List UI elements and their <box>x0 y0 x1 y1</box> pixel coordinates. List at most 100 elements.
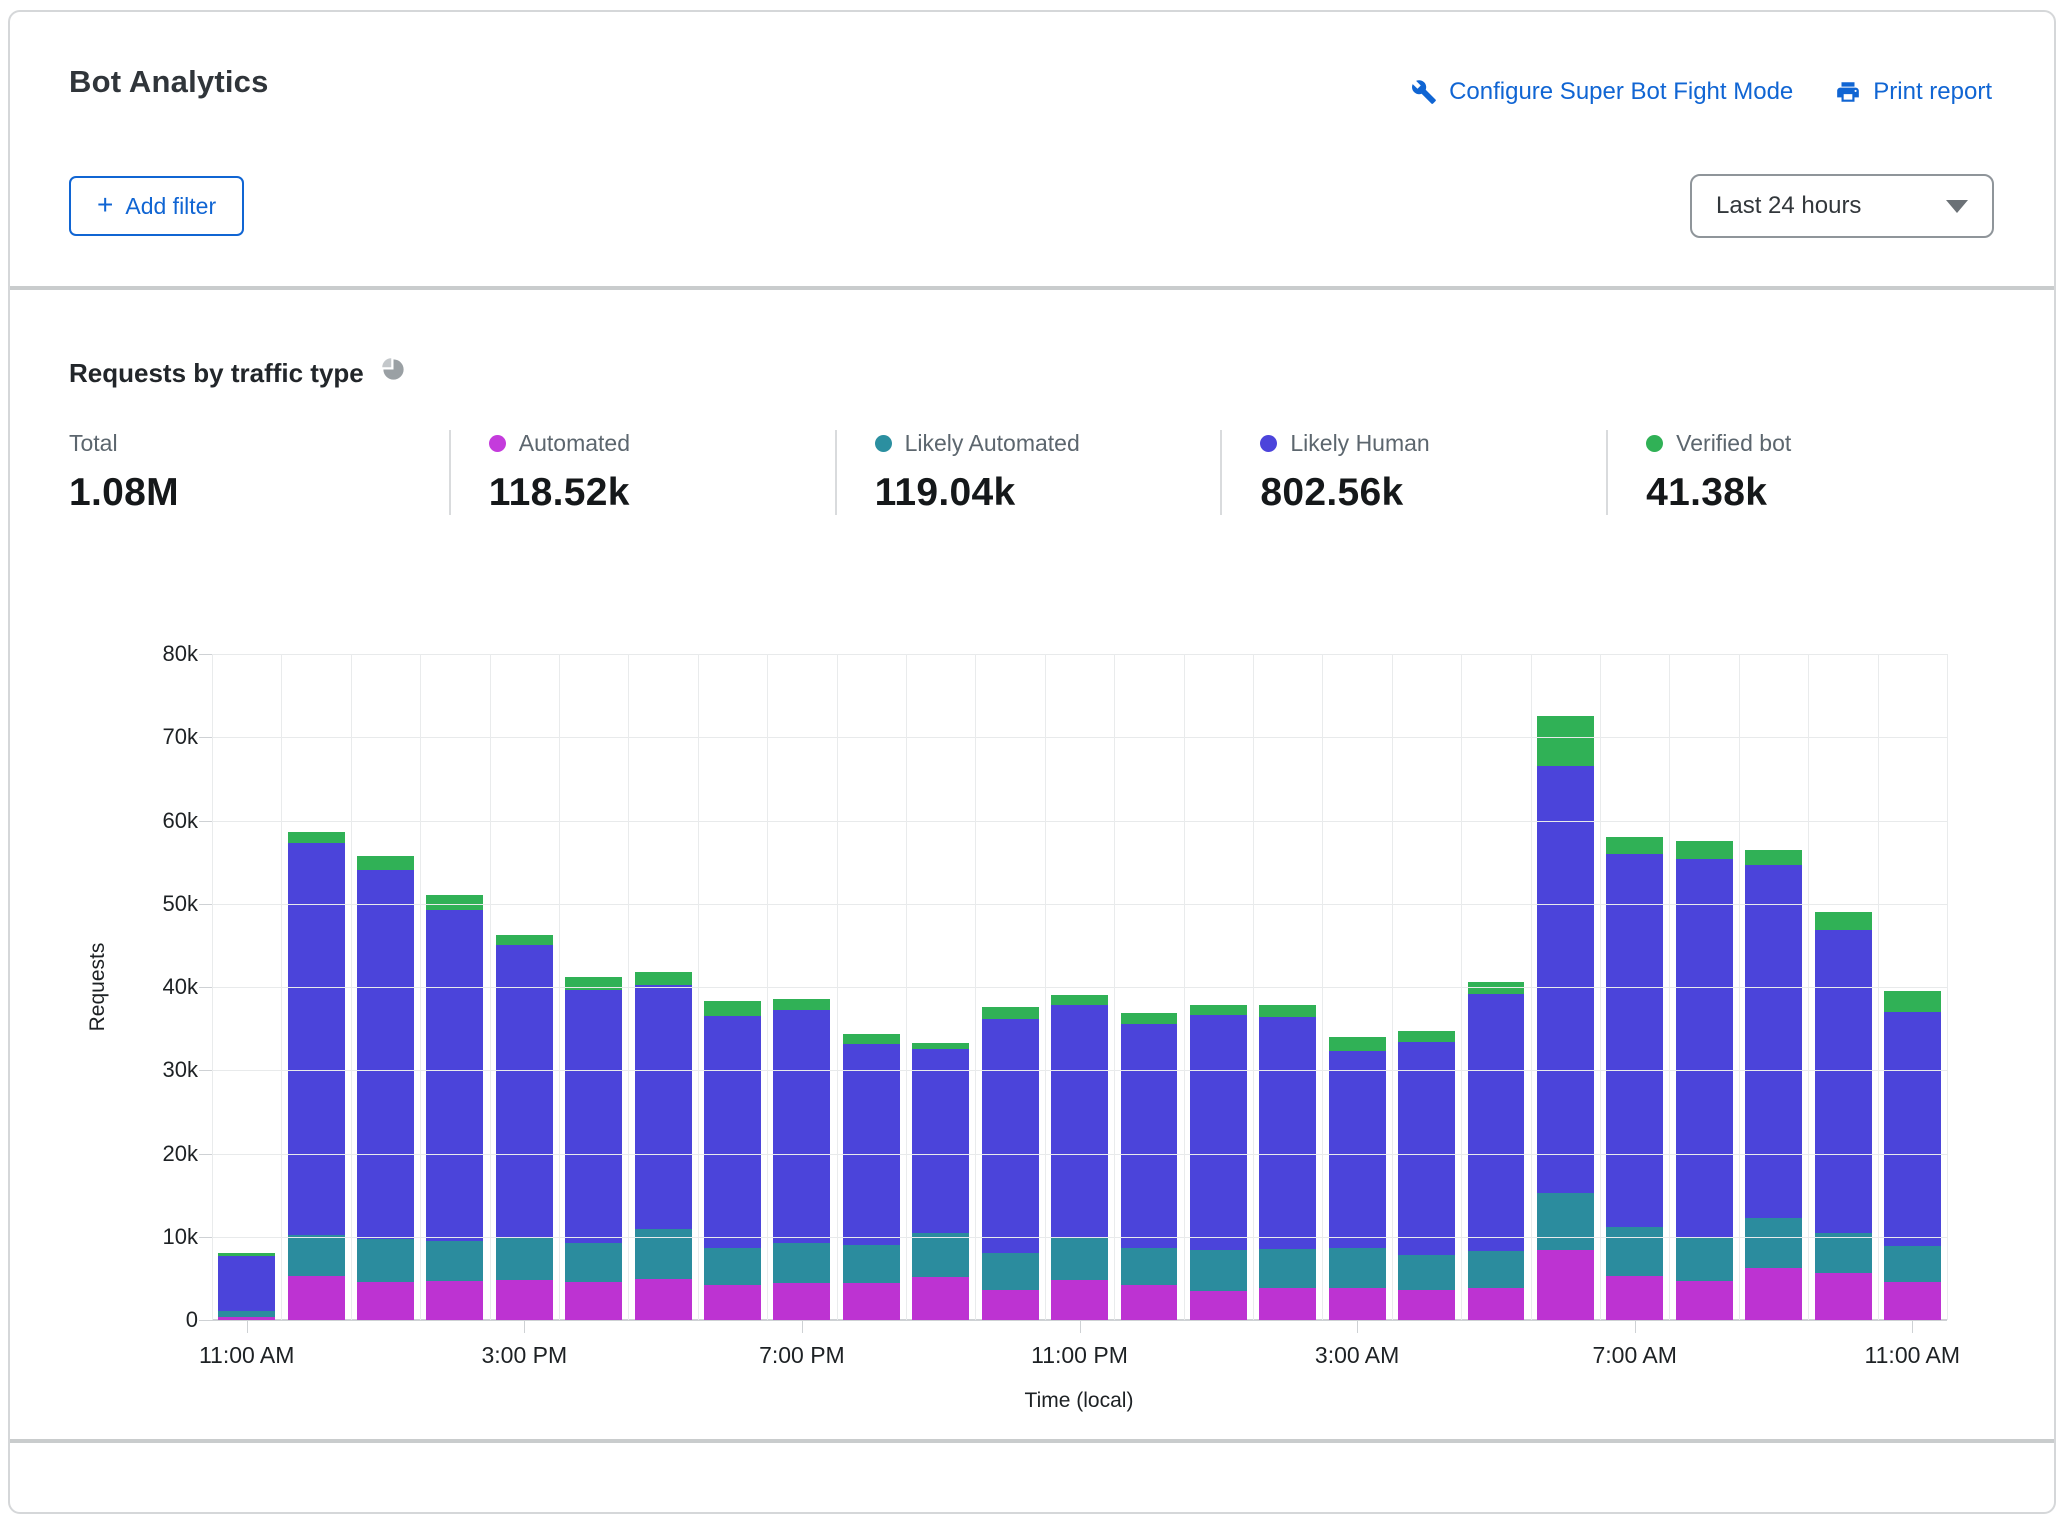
bar-segment-automated[interactable] <box>1675 1280 1733 1320</box>
bar-segment-likely-automated[interactable] <box>1536 1193 1594 1251</box>
bar-segment-verified-bot[interactable] <box>1189 1005 1247 1016</box>
bar-segment-likely-automated[interactable] <box>565 1242 623 1282</box>
bar-segment-likely-human[interactable] <box>1814 930 1872 1233</box>
bar-segment-likely-human[interactable] <box>1606 853 1664 1227</box>
bar-segment-likely-human[interactable] <box>981 1018 1039 1254</box>
bar-segment-automated[interactable] <box>1259 1287 1317 1320</box>
bar-segment-automated[interactable] <box>426 1280 484 1320</box>
bar-segment-automated[interactable] <box>1328 1287 1386 1320</box>
bar-segment-likely-human[interactable] <box>1883 1012 1941 1246</box>
bar-segment-likely-automated[interactable] <box>773 1243 831 1283</box>
bar-segment-likely-human[interactable] <box>1328 1051 1386 1249</box>
bar-2-00-pm[interactable] <box>426 895 484 1320</box>
bar-segment-verified-bot[interactable] <box>495 934 553 946</box>
bar-12-00-pm[interactable] <box>287 832 345 1320</box>
bar-segment-automated[interactable] <box>1051 1280 1109 1320</box>
bar-9-00-pm[interactable] <box>912 1042 970 1320</box>
bar-segment-likely-automated[interactable] <box>1120 1248 1178 1286</box>
bar-segment-likely-automated[interactable] <box>357 1239 414 1282</box>
bar-segment-automated[interactable] <box>1883 1281 1941 1320</box>
bar-segment-likely-automated[interactable] <box>704 1248 762 1286</box>
bar-segment-likely-human[interactable] <box>1051 1005 1109 1239</box>
bar-10-00-am[interactable] <box>1814 912 1872 1320</box>
bar-segment-likely-human[interactable] <box>218 1255 276 1311</box>
bar-segment-automated[interactable] <box>842 1283 900 1320</box>
bar-6-00-am[interactable] <box>1536 716 1594 1320</box>
bar-4-00-am[interactable] <box>1398 1031 1456 1320</box>
bar-segment-verified-bot[interactable] <box>842 1034 900 1044</box>
bar-segment-automated[interactable] <box>218 1316 276 1320</box>
bar-segment-likely-automated[interactable] <box>426 1240 484 1281</box>
bar-segment-likely-human[interactable] <box>565 989 623 1243</box>
bar-segment-likely-human[interactable] <box>1536 766 1594 1194</box>
stat-likely-human[interactable]: Likely Human 802.56k <box>1220 430 1606 515</box>
bar-segment-verified-bot[interactable] <box>1606 837 1664 854</box>
bar-segment-likely-human[interactable] <box>1467 993 1525 1251</box>
bar-5-00-pm[interactable] <box>634 972 692 1320</box>
bar-7-00-am[interactable] <box>1606 837 1664 1320</box>
bar-8-00-am[interactable] <box>1675 841 1733 1320</box>
bar-segment-likely-human[interactable] <box>912 1049 970 1233</box>
bar-segment-verified-bot[interactable] <box>1259 1005 1317 1017</box>
stat-automated[interactable]: Automated 118.52k <box>448 430 835 515</box>
bar-segment-automated[interactable] <box>773 1282 831 1320</box>
bar-1-00-pm[interactable] <box>357 856 414 1320</box>
bar-segment-likely-human[interactable] <box>773 1010 831 1244</box>
bar-3-00-am[interactable] <box>1328 1036 1386 1320</box>
time-range-dropdown[interactable]: Last 24 hours <box>1690 174 1994 238</box>
bar-segment-automated[interactable] <box>1467 1288 1525 1320</box>
configure-super-bot-fight-mode-link[interactable]: Configure Super Bot Fight Mode <box>1411 78 1793 106</box>
bar-segment-verified-bot[interactable] <box>357 856 414 870</box>
bar-11-00-pm[interactable] <box>1051 995 1109 1320</box>
bar-segment-verified-bot[interactable] <box>426 895 484 910</box>
bar-segment-verified-bot[interactable] <box>287 832 345 844</box>
bar-segment-automated[interactable] <box>634 1279 692 1320</box>
bar-5-00-am[interactable] <box>1467 982 1525 1320</box>
bar-11-00-am[interactable] <box>218 1253 276 1320</box>
bar-segment-verified-bot[interactable] <box>1675 841 1733 859</box>
bar-segment-verified-bot[interactable] <box>1051 995 1109 1006</box>
bar-segment-likely-automated[interactable] <box>1051 1238 1109 1281</box>
bar-11-00-am[interactable] <box>1883 991 1941 1320</box>
bar-2-00-am[interactable] <box>1259 1005 1317 1320</box>
bar-segment-likely-human[interactable] <box>357 869 414 1240</box>
bar-segment-likely-automated[interactable] <box>1883 1245 1941 1282</box>
bar-segment-likely-automated[interactable] <box>1814 1232 1872 1274</box>
bar-segment-likely-automated[interactable] <box>981 1253 1039 1291</box>
bar-segment-likely-automated[interactable] <box>1398 1255 1456 1291</box>
bar-segment-likely-automated[interactable] <box>1467 1250 1525 1289</box>
bar-3-00-pm[interactable] <box>495 934 553 1320</box>
bar-segment-automated[interactable] <box>287 1275 345 1320</box>
bar-segment-automated[interactable] <box>912 1276 970 1320</box>
bar-segment-verified-bot[interactable] <box>981 1007 1039 1019</box>
bar-segment-likely-human[interactable] <box>704 1016 762 1249</box>
bar-segment-automated[interactable] <box>1606 1275 1664 1320</box>
bar-segment-likely-automated[interactable] <box>912 1232 970 1277</box>
bar-segment-likely-human[interactable] <box>634 985 692 1230</box>
bar-4-00-pm[interactable] <box>565 977 623 1320</box>
bar-segment-likely-human[interactable] <box>495 945 553 1237</box>
bar-segment-likely-human[interactable] <box>842 1043 900 1246</box>
bar-segment-verified-bot[interactable] <box>912 1042 970 1050</box>
bar-segment-verified-bot[interactable] <box>773 998 831 1011</box>
bar-1-00-am[interactable] <box>1189 1005 1247 1320</box>
bar-segment-verified-bot[interactable] <box>218 1253 276 1256</box>
bar-segment-verified-bot[interactable] <box>634 972 692 986</box>
bar-segment-likely-automated[interactable] <box>1675 1236 1733 1281</box>
bar-segment-automated[interactable] <box>704 1285 762 1320</box>
bar-segment-likely-human[interactable] <box>1745 865 1803 1219</box>
bar-segment-verified-bot[interactable] <box>565 977 623 990</box>
bar-7-00-pm[interactable] <box>773 998 831 1320</box>
bar-segment-automated[interactable] <box>565 1281 623 1320</box>
bar-segment-verified-bot[interactable] <box>1536 716 1594 767</box>
bar-segment-automated[interactable] <box>357 1281 414 1320</box>
bar-segment-automated[interactable] <box>1536 1250 1594 1320</box>
bar-segment-verified-bot[interactable] <box>704 1001 762 1017</box>
print-report-link[interactable]: Print report <box>1835 78 1992 106</box>
bar-segment-likely-automated[interactable] <box>842 1245 900 1284</box>
bar-segment-likely-automated[interactable] <box>218 1310 276 1317</box>
bar-segment-verified-bot[interactable] <box>1745 849 1803 866</box>
bar-segment-automated[interactable] <box>495 1280 553 1320</box>
bar-segment-likely-human[interactable] <box>1675 858 1733 1237</box>
bar-segment-likely-automated[interactable] <box>1259 1249 1317 1288</box>
